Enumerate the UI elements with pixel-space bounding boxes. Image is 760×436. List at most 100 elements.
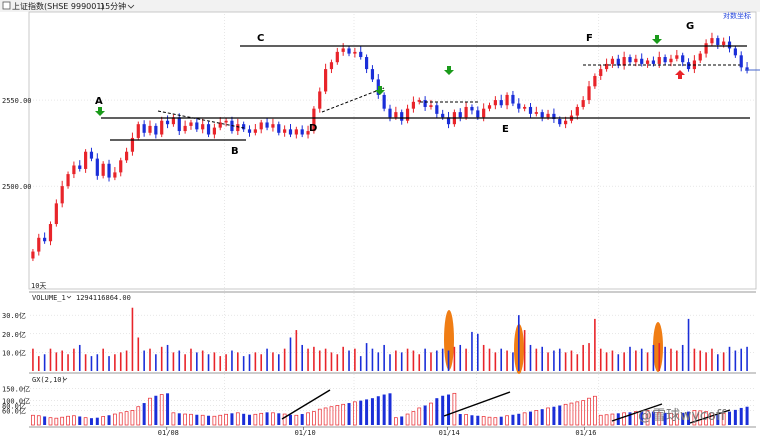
volume-axis: 30.0亿 20.0亿 10.0亿	[2, 311, 26, 357]
log-coord-toggle[interactable]: 对数坐标	[723, 11, 751, 20]
candle-body	[142, 124, 146, 133]
point-label-E: E	[502, 124, 509, 135]
gx-bar	[218, 414, 223, 426]
gx-bar	[54, 417, 59, 426]
gx-bar	[347, 403, 351, 425]
candle-body	[710, 38, 714, 44]
gx-bar	[248, 414, 252, 425]
chevron-down-icon[interactable]	[66, 295, 72, 299]
gx-bar	[739, 407, 743, 425]
volume-spike-highlight	[653, 322, 663, 372]
candle-body	[165, 120, 170, 125]
candle-body	[43, 237, 47, 242]
volume-indicator-name[interactable]: VOLUME_1	[32, 294, 66, 302]
candle-body	[130, 137, 135, 152]
gx-bar	[60, 416, 65, 426]
candle-body	[739, 55, 743, 68]
gx-bar	[517, 413, 521, 425]
gx-bar	[48, 417, 53, 426]
x-tick-label: 01/10	[295, 429, 316, 436]
trend-annotations	[101, 45, 760, 141]
gx-bar	[745, 406, 749, 425]
candle-body	[294, 129, 298, 135]
gx-bar	[464, 414, 468, 426]
candle-body	[388, 108, 392, 118]
candle-body	[669, 58, 673, 63]
candle-body	[400, 112, 404, 121]
arrow-down-icon	[444, 66, 454, 75]
gx-bar	[277, 413, 281, 425]
gx-bar	[118, 412, 123, 426]
gx-bar	[587, 397, 591, 426]
gx-bar	[265, 412, 269, 425]
volume-tick-label: 20.0亿	[2, 330, 26, 339]
price-tick-label: 2500.00	[2, 183, 32, 191]
gx-bar	[400, 416, 404, 425]
candle-body	[587, 86, 591, 101]
chevron-down-icon[interactable]	[127, 4, 135, 9]
candle-body	[610, 58, 615, 64]
gx-bar	[411, 411, 416, 426]
gx-bar	[645, 410, 650, 426]
candle-body	[552, 113, 556, 120]
gx-bar	[575, 401, 580, 426]
gx-bar	[78, 416, 82, 425]
gx-tick-label: 150.0亿	[2, 384, 30, 393]
gx-bar	[113, 413, 117, 426]
header-bar	[0, 0, 760, 12]
point-label-B: B	[231, 146, 239, 157]
candle-body	[523, 106, 527, 109]
gx-bar	[189, 413, 193, 426]
candle-body	[564, 120, 568, 125]
gx-bar	[136, 406, 141, 426]
gx-bar	[552, 406, 556, 425]
gx-bar	[142, 403, 146, 425]
gx-bar	[405, 413, 410, 426]
candle-body	[218, 122, 222, 128]
candle-body	[288, 129, 293, 135]
gx-bar	[370, 398, 374, 425]
candle-body	[464, 106, 468, 118]
gx-bar	[558, 405, 562, 425]
gx-bar	[716, 414, 720, 425]
candle-body	[201, 124, 205, 130]
candle-body	[60, 186, 64, 204]
volume-tick-label: 30.0亿	[2, 311, 26, 320]
gx-bar	[271, 412, 275, 426]
gx-bar	[581, 400, 586, 426]
candle-body	[458, 112, 462, 118]
gx-bar	[534, 410, 539, 426]
index-code: (SHSE 999001)	[44, 2, 105, 11]
gx-bar	[329, 406, 334, 426]
candle-body	[698, 53, 702, 61]
candle-body	[499, 100, 503, 106]
candle-body	[364, 57, 369, 70]
candle-body	[517, 103, 521, 109]
candle-body	[101, 163, 105, 176]
period-selector[interactable]: 15分钟	[100, 1, 126, 11]
candle-body	[681, 55, 685, 63]
volume-spike-highlight	[444, 310, 454, 370]
gx-bar	[657, 411, 662, 426]
candle-body	[78, 165, 82, 169]
gx-bar	[511, 414, 515, 425]
gx-bar	[323, 407, 328, 426]
candle-body	[651, 60, 656, 64]
chevron-down-icon[interactable]	[62, 377, 68, 381]
gx-bar	[83, 417, 88, 426]
gx-bar	[177, 413, 181, 425]
chart-menu-icon[interactable]	[2, 1, 11, 10]
candle-body	[95, 158, 99, 176]
candle-body	[265, 122, 269, 128]
candle-body	[312, 108, 316, 132]
candle-body	[727, 41, 732, 49]
candle-body	[247, 129, 252, 133]
gx-bar	[429, 402, 433, 426]
candle-body	[640, 58, 644, 64]
gx-tick-label: 100.0亿	[2, 397, 30, 406]
gx-bar	[417, 407, 422, 426]
gx-indicator-name[interactable]: GX(2,10)	[32, 376, 66, 384]
gx-bar	[394, 417, 398, 426]
volume-tick-label: 10.0亿	[2, 348, 26, 357]
